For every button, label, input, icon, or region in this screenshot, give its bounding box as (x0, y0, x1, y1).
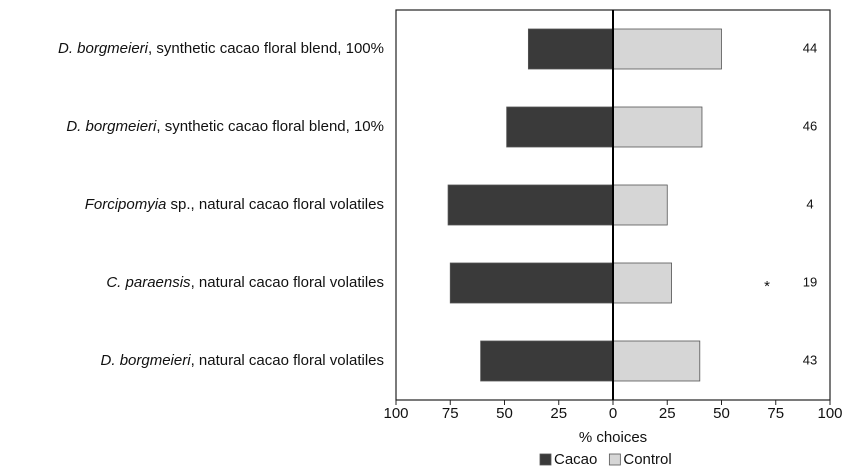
x-tick-label: 75 (767, 405, 784, 422)
x-tick-label: 50 (713, 405, 730, 422)
x-axis-label: % choices (579, 429, 647, 446)
category-text: , natural cacao floral volatiles (191, 274, 384, 291)
category-italic: C. paraensis (106, 274, 191, 291)
x-tick-label: 100 (817, 405, 842, 422)
category-text: , synthetic cacao floral blend, 10% (156, 118, 384, 135)
n-label: 19 (803, 274, 817, 289)
x-tick-label: 100 (383, 405, 408, 422)
bar (612, 184, 668, 226)
category-label: D. borgmeieri, synthetic cacao floral bl… (66, 118, 384, 135)
x-tick-label: 25 (659, 405, 676, 422)
legend-swatch (539, 453, 552, 466)
x-tick-label: 25 (550, 405, 567, 422)
x-tick-label: 0 (609, 405, 617, 422)
bar (612, 262, 672, 304)
bar (506, 106, 614, 148)
category-italic: D. borgmeieri (66, 118, 157, 135)
category-italic: Forcipomyia (85, 196, 167, 213)
category-label: Forcipomyia sp., natural cacao floral vo… (85, 196, 384, 213)
category-label: D. borgmeieri, synthetic cacao floral bl… (58, 40, 384, 57)
category-text: sp., natural cacao floral volatiles (166, 196, 384, 213)
bar (612, 340, 701, 382)
legend-swatch (608, 453, 621, 466)
significance-mark: * (764, 278, 770, 295)
category-italic: D. borgmeieri (58, 40, 149, 57)
bar (480, 340, 614, 382)
n-label: 43 (803, 352, 817, 367)
category-text: , natural cacao floral volatiles (191, 352, 384, 369)
n-label: 44 (803, 40, 817, 55)
legend-label: Control (623, 451, 671, 468)
n-label: 4 (806, 196, 813, 211)
category-text: , synthetic cacao floral blend, 100% (148, 40, 384, 57)
bar (612, 106, 703, 148)
bar (612, 28, 722, 70)
x-tick-label: 75 (442, 405, 459, 422)
bar (449, 262, 614, 304)
bar (527, 28, 614, 70)
category-italic: D. borgmeieri (101, 352, 192, 369)
x-tick-label: 50 (496, 405, 513, 422)
bar (447, 184, 614, 226)
legend-label: Cacao (554, 451, 597, 468)
category-label: D. borgmeieri, natural cacao floral vola… (101, 352, 384, 369)
n-label: 46 (803, 118, 817, 133)
category-label: C. paraensis, natural cacao floral volat… (106, 274, 384, 291)
